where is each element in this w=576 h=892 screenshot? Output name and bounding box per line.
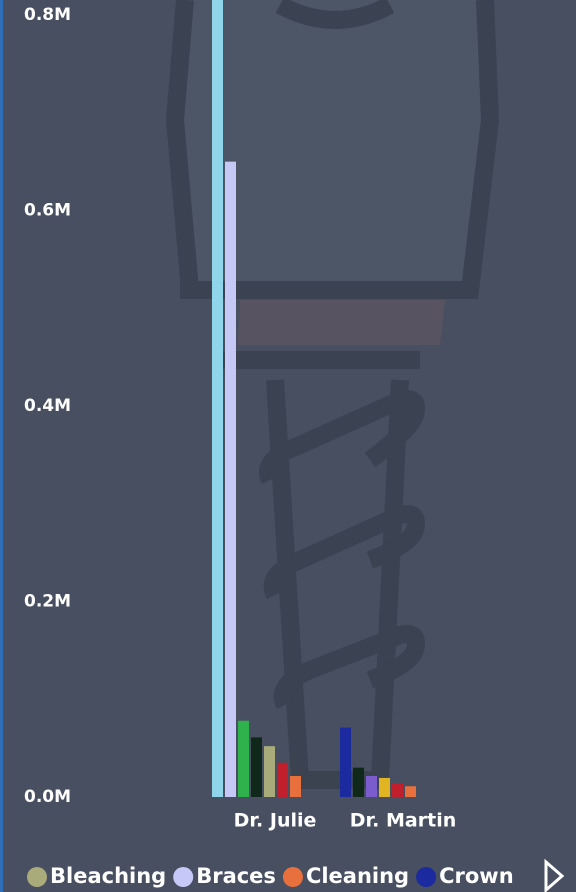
legend-swatch <box>27 867 47 887</box>
bar <box>366 775 377 797</box>
y-tick-label: 0.0M <box>24 787 71 807</box>
legend-swatch <box>416 867 437 887</box>
bar <box>238 720 249 797</box>
edge-accent <box>0 0 3 892</box>
legend-swatch <box>282 867 303 887</box>
x-tick-label: Dr. Martin <box>350 810 457 832</box>
background-illustration <box>165 0 500 789</box>
bar <box>392 783 403 797</box>
bar <box>290 775 301 797</box>
bar <box>405 786 416 797</box>
y-tick-label: 0.6M <box>24 201 71 221</box>
legend-label: Braces <box>196 864 276 888</box>
bar <box>212 0 223 797</box>
legend-swatch <box>173 867 194 887</box>
bar <box>225 161 236 797</box>
legend-label: Crown <box>439 864 514 888</box>
x-tick-label: Dr. Julie <box>234 810 317 832</box>
y-tick-label: 0.2M <box>24 592 71 612</box>
bar <box>277 762 288 797</box>
bar <box>353 767 364 797</box>
legend-label: Cleaning <box>306 864 409 888</box>
y-tick-label: 0.8M <box>24 5 71 25</box>
bar <box>340 727 351 797</box>
y-tick-label: 0.4M <box>24 396 71 416</box>
legend-label: Bleaching <box>50 864 166 888</box>
bar <box>379 777 390 797</box>
bar <box>264 746 275 797</box>
legend-next-arrow[interactable] <box>544 858 565 892</box>
bar <box>251 737 262 797</box>
